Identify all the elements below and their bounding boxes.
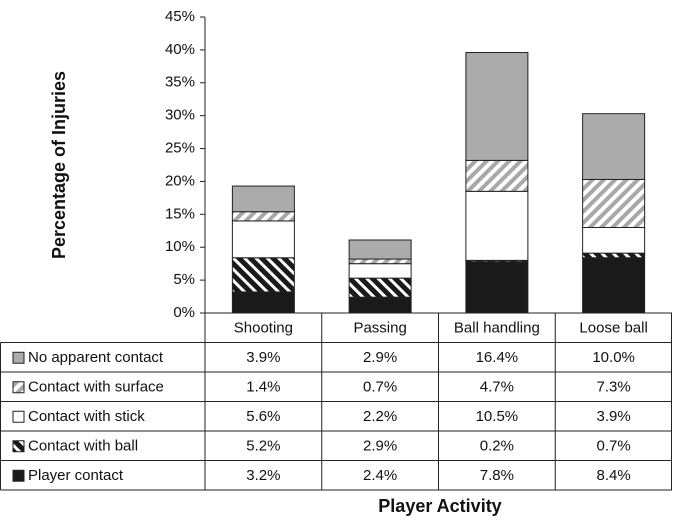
table-cell: 4.7%: [480, 379, 514, 396]
legend-swatch: [12, 351, 25, 364]
table-cell: 5.6%: [246, 408, 280, 425]
bar-segment: [348, 296, 412, 314]
y-tick-label: 45%: [165, 8, 195, 25]
y-tick-label: 15%: [165, 205, 195, 222]
x-tick-label: Ball handling: [454, 320, 540, 337]
table-cell: 10.0%: [592, 349, 635, 366]
table-cell: 10.5%: [476, 408, 519, 425]
bar-segment: [465, 190, 529, 261]
table-cell: 3.9%: [246, 349, 280, 366]
legend-label: Contact with ball: [28, 438, 138, 455]
table-cell: 0.2%: [480, 438, 514, 455]
bar-segment: [582, 178, 646, 228]
bar-segment: [231, 257, 295, 293]
bar-segment: [231, 211, 295, 222]
bar-segment: [582, 257, 646, 314]
bar-segment: [231, 185, 295, 213]
table-cell: 0.7%: [363, 379, 397, 396]
table-cell: 3.2%: [246, 467, 280, 484]
bar-segment: [348, 277, 412, 298]
y-tick-label: 40%: [165, 41, 195, 58]
y-tick-label: 5%: [173, 271, 195, 288]
bar-segment: [465, 261, 529, 314]
x-tick-label: Shooting: [234, 320, 293, 337]
y-tick-label: 0%: [173, 304, 195, 321]
bar-segment: [348, 263, 412, 279]
table-cell: 2.9%: [363, 438, 397, 455]
table-cell: 1.4%: [246, 379, 280, 396]
y-tick-label: 35%: [165, 74, 195, 91]
bar-segment: [465, 52, 529, 161]
table-cell: 0.7%: [597, 438, 631, 455]
table-cell: 7.8%: [480, 467, 514, 484]
x-axis-label: Player Activity: [378, 496, 501, 516]
table-cell: 16.4%: [476, 349, 519, 366]
y-tick-label: 30%: [165, 107, 195, 124]
y-tick-label: 25%: [165, 140, 195, 157]
y-axis-label: Percentage of Injuries: [49, 71, 69, 259]
legend-label: Contact with surface: [28, 379, 164, 396]
table-cell: 8.4%: [597, 467, 631, 484]
table-cell: 3.9%: [597, 408, 631, 425]
y-tick-label: 20%: [165, 172, 195, 189]
legend-swatch: [12, 381, 25, 394]
x-tick-label: Loose ball: [579, 320, 647, 337]
bar-segment: [348, 258, 412, 265]
legend-label: No apparent contact: [28, 349, 164, 366]
table-cell: 7.3%: [597, 379, 631, 396]
table-cell: 2.2%: [363, 408, 397, 425]
y-tick-label: 10%: [165, 238, 195, 255]
table-cell: 2.9%: [363, 349, 397, 366]
bar-segment: [231, 291, 295, 314]
legend-swatch: [12, 440, 25, 453]
x-tick-label: Passing: [353, 320, 406, 337]
bar-segment: [465, 159, 529, 192]
bar-segment: [582, 252, 646, 259]
table-cell: 2.4%: [363, 467, 397, 484]
legend-swatch: [12, 469, 25, 482]
table-cell: 5.2%: [246, 438, 280, 455]
bar-segment: [582, 113, 646, 180]
bar-segment: [348, 239, 412, 260]
bar-segment: [582, 226, 646, 254]
legend-label: Contact with stick: [28, 408, 145, 425]
bar-segment: [231, 220, 295, 259]
legend-label: Player contact: [28, 467, 124, 484]
legend-swatch: [12, 410, 25, 423]
